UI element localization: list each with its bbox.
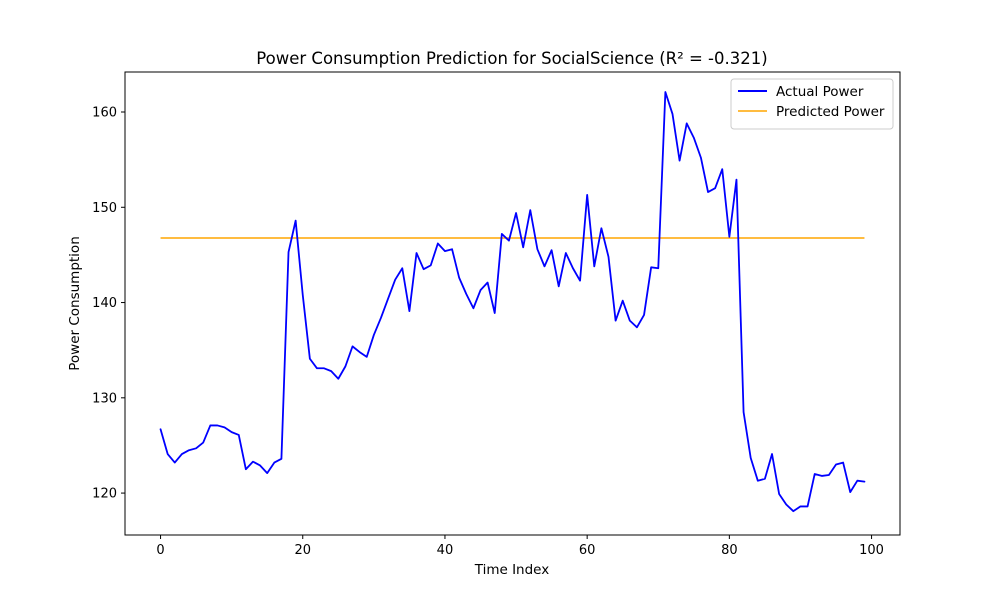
legend: Actual Power Predicted Power — [730, 78, 894, 130]
x-axis-label: Time Index — [474, 562, 550, 578]
y-axis-ticks: 120 130 140 150 160 — [92, 106, 125, 502]
x-axis-ticks: 0 20 40 60 80 100 — [156, 535, 884, 558]
y-tick-label: 120 — [92, 487, 117, 502]
axes-frame — [124, 71, 901, 536]
y-axis-label: Power Consumption — [67, 236, 83, 371]
y-tick-label: 130 — [92, 391, 117, 406]
x-tick-label: 0 — [156, 543, 164, 558]
x-tick-label: 60 — [579, 543, 596, 558]
x-tick-label: 80 — [721, 543, 738, 558]
plot-area — [124, 71, 901, 536]
x-tick-label: 100 — [859, 543, 884, 558]
x-tick-label: 20 — [294, 543, 311, 558]
y-tick-label: 140 — [92, 296, 117, 311]
legend-label-actual-power: Actual Power — [776, 84, 864, 100]
legend-box — [730, 78, 894, 130]
x-tick-label: 40 — [437, 543, 454, 558]
series-layer — [159, 91, 866, 513]
y-tick-label: 150 — [92, 201, 117, 216]
chart-title: Power Consumption Prediction for SocialS… — [256, 49, 767, 68]
series-line-actual-power — [159, 91, 866, 513]
y-tick-label: 160 — [92, 106, 117, 121]
legend-label-predicted-power: Predicted Power — [776, 104, 885, 120]
